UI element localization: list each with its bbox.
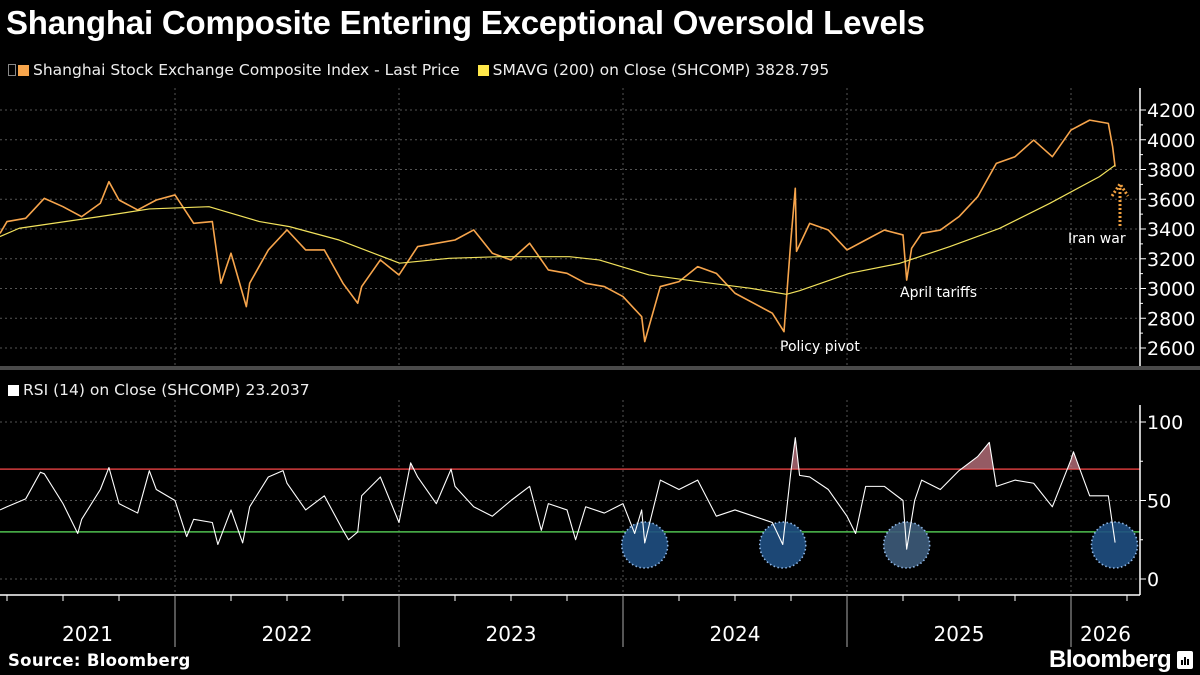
rsi-y-tick-label: 50 [1147, 491, 1171, 513]
oversold-highlight-circle [620, 521, 669, 569]
x-tick-label-2022: 2022 [262, 622, 313, 646]
collapse-icon[interactable] [8, 64, 16, 76]
legend-sma-label: SMAVG (200) on Close (SHCOMP) 3828.795 [492, 61, 830, 79]
price-legend: Shanghai Stock Exchange Composite Index … [8, 61, 847, 79]
x-tick-label-2021: 2021 [62, 622, 113, 646]
rsi-line [0, 437, 1116, 550]
oversold-highlights [620, 521, 1139, 569]
series-lines [0, 119, 1116, 550]
legend-rsi-label: RSI (14) on Close (SHCOMP) 23.2037 [23, 381, 310, 399]
price-line [0, 119, 1116, 343]
annotation-april-tariffs: April tariffs [900, 285, 977, 301]
sma-line [0, 164, 1116, 295]
price-y-tick-label: 3200 [1147, 249, 1195, 271]
annotation-policy-pivot: Policy pivot [780, 339, 860, 355]
rsi-swatch [8, 384, 19, 396]
legend-price-label: Shanghai Stock Exchange Composite Index … [33, 61, 460, 79]
sma-swatch [477, 64, 489, 76]
price-y-tick-label: 3600 [1147, 189, 1195, 211]
price-y-tick-label: 3400 [1147, 219, 1195, 241]
x-tick-label-2025: 2025 [934, 622, 985, 646]
legend-item-price: Shanghai Stock Exchange Composite Index … [18, 61, 460, 79]
price-y-tick-label: 4200 [1147, 100, 1195, 122]
legend-item-sma: SMAVG (200) on Close (SHCOMP) 3828.795 [477, 61, 830, 79]
x-tick-label-2023: 2023 [486, 622, 537, 646]
bloomberg-logo: Bloomberg [1049, 646, 1194, 674]
annotations: Policy pivot April tariffs Iran war [780, 181, 1130, 355]
annotation-iran-war: Iran war [1068, 231, 1126, 247]
source-note: Source: Bloomberg [8, 651, 191, 670]
arrow-up-icon [1110, 181, 1130, 226]
price-swatch [18, 64, 29, 76]
price-y-tick-label: 3000 [1147, 279, 1195, 301]
price-y-tick-label: 2600 [1147, 338, 1195, 360]
chart-bars-icon [1177, 651, 1194, 669]
axes: 2600 2800 3000 3200 3400 3600 3800 4000 4200 0 50 1… [0, 88, 1195, 647]
panel-divider[interactable] [0, 366, 1200, 370]
legend-item-rsi: RSI (14) on Close (SHCOMP) 23.2037 [8, 381, 310, 399]
price-y-tick-label: 2800 [1147, 308, 1195, 330]
price-y-tick-label: 3800 [1147, 160, 1195, 182]
oversold-highlight-circle [1090, 521, 1139, 569]
logo-text: Bloomberg [1049, 646, 1172, 673]
rsi-y-tick-label: 0 [1147, 569, 1159, 591]
price-y-tick-label: 4000 [1147, 130, 1195, 152]
rsi-legend: RSI (14) on Close (SHCOMP) 23.2037 [8, 381, 328, 399]
x-tick-label-2024: 2024 [710, 622, 761, 646]
x-tick-label-2026: 2026 [1080, 622, 1131, 646]
rsi-y-tick-label: 100 [1147, 412, 1183, 434]
chart-title: Shanghai Composite Entering Exceptional … [6, 4, 925, 41]
